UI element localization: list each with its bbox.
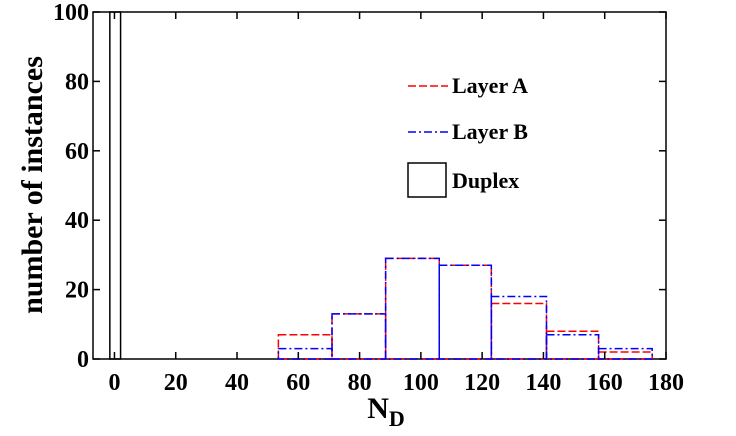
x-tick-label-180: 180	[648, 370, 684, 396]
legend-swatch-duplex	[407, 162, 447, 198]
layer-b-bar-6	[597, 347, 653, 360]
plot-area	[92, 11, 667, 360]
x-tick-label-160: 160	[587, 370, 623, 396]
x-tick-label-140: 140	[525, 370, 561, 396]
x-axis-title-main: N	[367, 392, 389, 425]
y-tick-label-80: 80	[65, 69, 89, 95]
duplex-bar-0	[109, 11, 122, 360]
x-tick-label-120: 120	[464, 370, 500, 396]
layer-b-bar-4	[490, 295, 548, 360]
layer-a-bar-0	[277, 333, 333, 360]
layer-a-bar-1	[331, 313, 387, 360]
x-tick-label-80: 80	[348, 370, 372, 396]
layer-b-bar-1	[331, 313, 387, 360]
y-tick-label-60: 60	[65, 139, 89, 165]
layer-a-bar-2	[384, 257, 441, 360]
layer-a-bar-6	[597, 351, 653, 360]
x-tick-label-100: 100	[403, 370, 439, 396]
y-axis-title: number of instances	[16, 56, 49, 314]
y-tick-label-0: 0	[77, 347, 89, 373]
x-tick-label-40: 40	[225, 370, 249, 396]
x-tick-label-20: 20	[164, 370, 188, 396]
y-tick-label-100: 100	[53, 0, 89, 26]
layer-b-bar-3	[438, 264, 493, 360]
plot-frame	[92, 11, 667, 360]
series-group	[109, 11, 653, 360]
axes-group: 0 20 40 60 80 100 0 20 40 60 80 100 120 140 160 180	[53, 0, 684, 396]
x-axis-title: ND	[367, 392, 405, 431]
layer-a-bar-3	[438, 264, 493, 360]
x-axis-title-subscript: D	[389, 406, 405, 431]
legend-label-duplex: Duplex	[452, 168, 519, 193]
layer-b-bar-2	[384, 257, 441, 360]
layer-b-bar-5	[545, 333, 600, 360]
layer-a-bar-4	[490, 302, 548, 360]
legend-label-layer-a: Layer A	[452, 73, 528, 98]
x-tick-label-0: 0	[108, 370, 120, 396]
legend: Layer A Layer B Duplex	[407, 73, 528, 198]
y-tick-label-40: 40	[65, 208, 89, 234]
layer-b-bar-0	[277, 347, 333, 360]
x-tick-label-60: 60	[286, 370, 310, 396]
y-tick-label-20: 20	[65, 278, 89, 304]
legend-label-layer-b: Layer B	[452, 119, 528, 144]
